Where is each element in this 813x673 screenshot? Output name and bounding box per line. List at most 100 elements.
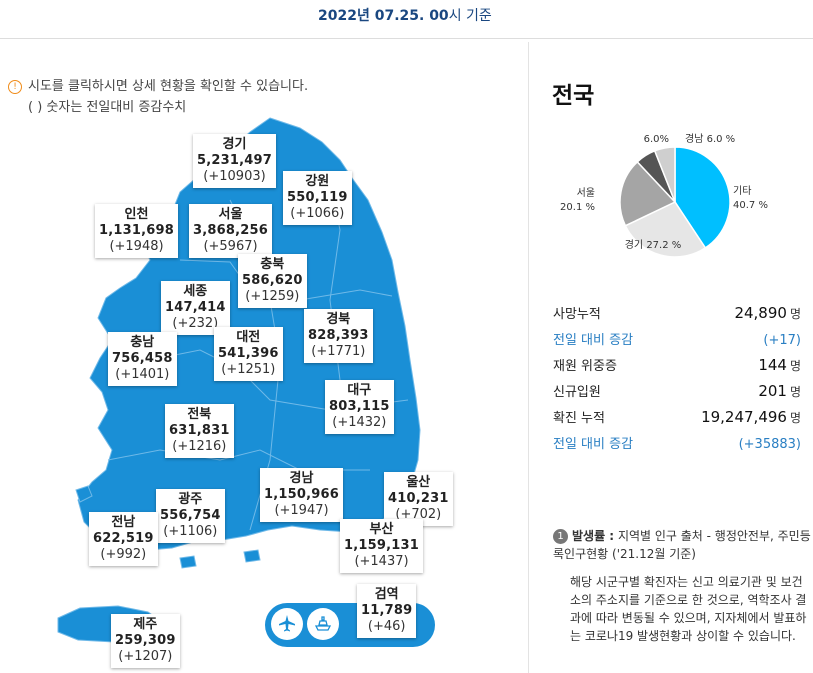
region-name: 충북 xyxy=(260,257,285,272)
region-delta: (+232) xyxy=(172,316,219,331)
island-shape xyxy=(179,555,197,569)
region-label-busan[interactable]: 부산 1,159,131 (+1437) xyxy=(340,519,423,573)
stat-value: (+17) xyxy=(763,333,801,348)
pie-slice xyxy=(653,146,676,203)
stat-value: 144 xyxy=(758,356,787,374)
region-count: 586,620 xyxy=(242,273,303,288)
region-label-jeonbuk[interactable]: 전북 631,831 (+1216) xyxy=(165,404,234,458)
region-name: 대전 xyxy=(236,330,261,345)
stat-critical: 재원 위중증 144 명 xyxy=(553,355,801,381)
region-label-incheon[interactable]: 인천 1,131,698 (+1948) xyxy=(95,204,178,258)
region-label-jeju[interactable]: 제주 259,309 (+1207) xyxy=(111,614,180,668)
region-delta: (+1106) xyxy=(163,524,218,539)
region-count: 541,396 xyxy=(218,346,279,361)
region-delta: (+1947) xyxy=(274,503,329,518)
stat-value: 24,890 xyxy=(734,304,787,322)
note-title: 발생률 : xyxy=(572,529,615,543)
national-stats: 사망누적 24,890 명 전일 대비 증감 (+17) 재원 위중증 144 명 … xyxy=(553,303,801,459)
region-delta: (+1207) xyxy=(118,649,173,664)
region-count: 1,131,698 xyxy=(99,223,174,238)
region-count: 631,831 xyxy=(169,423,230,438)
region-count: 147,414 xyxy=(165,300,226,315)
region-delta: (+1259) xyxy=(245,289,300,304)
region-delta: (+5967) xyxy=(203,239,258,254)
region-delta: (+1401) xyxy=(115,367,170,382)
region-name: 경기 xyxy=(222,137,247,152)
region-count: 550,119 xyxy=(287,190,348,205)
region-label-gwangju[interactable]: 광주 556,754 (+1106) xyxy=(156,489,225,543)
korea-map[interactable] xyxy=(0,110,528,673)
region-count: 259,309 xyxy=(115,633,176,648)
region-delta: (+1066) xyxy=(290,206,345,221)
stat-label: 확진 누적 xyxy=(553,411,605,426)
region-name: 울산 xyxy=(406,475,431,490)
region-label-sejong[interactable]: 세종 147,414 (+232) xyxy=(161,281,230,335)
region-count: 1,159,131 xyxy=(344,538,419,553)
region-count: 5,231,497 xyxy=(197,153,272,168)
stat-label: 신규입원 xyxy=(553,385,601,400)
region-name: 충남 xyxy=(130,335,155,350)
region-count: 11,789 xyxy=(361,603,413,618)
region-count: 556,754 xyxy=(160,508,221,523)
stat-label: 전일 대비 증감 xyxy=(553,333,634,348)
region-name: 강원 xyxy=(305,174,330,189)
info-icon: ! xyxy=(8,80,22,94)
region-label-gangwon[interactable]: 강원 550,119 (+1066) xyxy=(283,171,352,225)
stat-unit: 명 xyxy=(789,411,801,425)
reference-date: 2022년 07.25. 00시 기준 xyxy=(318,8,492,24)
stat-new-admissions: 신규입원 201 명 xyxy=(553,381,801,407)
region-label-gyeongnam[interactable]: 경남 1,150,966 (+1947) xyxy=(260,468,343,522)
note-source: 지역별 인구 출처 - 행정안전부, 주민등록인구현황 ('21.12월 기준) xyxy=(553,529,811,561)
stat-value: 19,247,496 xyxy=(701,408,787,426)
region-name: 제주 xyxy=(133,617,158,632)
stat-label: 사망누적 xyxy=(553,307,601,322)
region-name: 경북 xyxy=(326,312,351,327)
pie-slice xyxy=(619,160,677,227)
region-delta: (+1432) xyxy=(332,415,387,430)
region-name: 부산 xyxy=(369,522,394,537)
region-label-daejeon[interactable]: 대전 541,396 (+1251) xyxy=(214,327,283,381)
region-name: 전남 xyxy=(111,515,136,530)
note-body: 해당 시군구별 확진자는 신고 의료기관 및 보건소의 주소지를 기준으로 한 … xyxy=(570,575,807,643)
island-shape xyxy=(75,485,93,503)
region-count: 410,231 xyxy=(388,491,449,506)
region-name: 경남 xyxy=(289,471,314,486)
region-label-seoul[interactable]: 서울 3,868,256 (+5967) xyxy=(189,204,272,258)
column-divider xyxy=(528,42,529,673)
region-delta: (+1216) xyxy=(172,439,227,454)
region-label-daegu[interactable]: 대구 803,115 (+1432) xyxy=(325,380,394,434)
region-count: 1,150,966 xyxy=(264,487,339,502)
pie-label: 경남 6.0 % xyxy=(685,132,735,145)
stat-label: 재원 위중증 xyxy=(553,359,617,374)
airplane-icon[interactable] xyxy=(271,608,303,640)
national-title: 전국 xyxy=(552,83,595,109)
region-label-gyeonggi[interactable]: 경기 5,231,497 (+10903) xyxy=(193,134,276,188)
note-number-icon: 1 xyxy=(553,529,568,544)
region-count: 828,393 xyxy=(308,328,369,343)
incidence-note: 1 발생률 : 지역별 인구 출처 - 행정안전부, 주민등록인구현황 ('21.… xyxy=(553,527,811,645)
region-name: 대구 xyxy=(347,383,372,398)
region-label-chungbuk[interactable]: 충북 586,620 (+1259) xyxy=(238,254,307,308)
stat-label: 전일 대비 증감 xyxy=(553,437,634,452)
pie-slice xyxy=(624,201,707,258)
region-name: 광주 xyxy=(178,492,203,507)
region-label-quarantine[interactable]: 검역 11,789 (+46) xyxy=(357,584,417,638)
stat-unit: 명 xyxy=(789,385,801,399)
region-label-jeonnam[interactable]: 전남 622,519 (+992) xyxy=(89,512,158,566)
region-name: 세종 xyxy=(183,284,208,299)
region-delta: (+1771) xyxy=(311,344,366,359)
region-count: 622,519 xyxy=(93,531,154,546)
pie-label: 서울 20.1 % xyxy=(560,187,595,213)
page-header: 2022년 07.25. 00시 기준 xyxy=(0,0,813,39)
stat-deaths: 사망누적 24,890 명 xyxy=(553,303,801,329)
map-notice: ! 시도를 클릭하시면 상세 현황을 확인할 수 있습니다. ( ) 숫자는 전일… xyxy=(8,76,308,118)
region-count: 3,868,256 xyxy=(193,223,268,238)
region-delta: (+1948) xyxy=(109,239,164,254)
region-label-chungnam[interactable]: 충남 756,458 (+1401) xyxy=(108,332,177,386)
region-label-ulsan[interactable]: 울산 410,231 (+702) xyxy=(384,472,453,526)
region-name: 검역 xyxy=(374,587,399,602)
region-label-gyeongbuk[interactable]: 경북 828,393 (+1771) xyxy=(304,309,373,363)
region-count: 756,458 xyxy=(112,351,173,366)
pie-label: 경기 27.2 % xyxy=(625,238,682,251)
ship-icon[interactable] xyxy=(307,608,339,640)
